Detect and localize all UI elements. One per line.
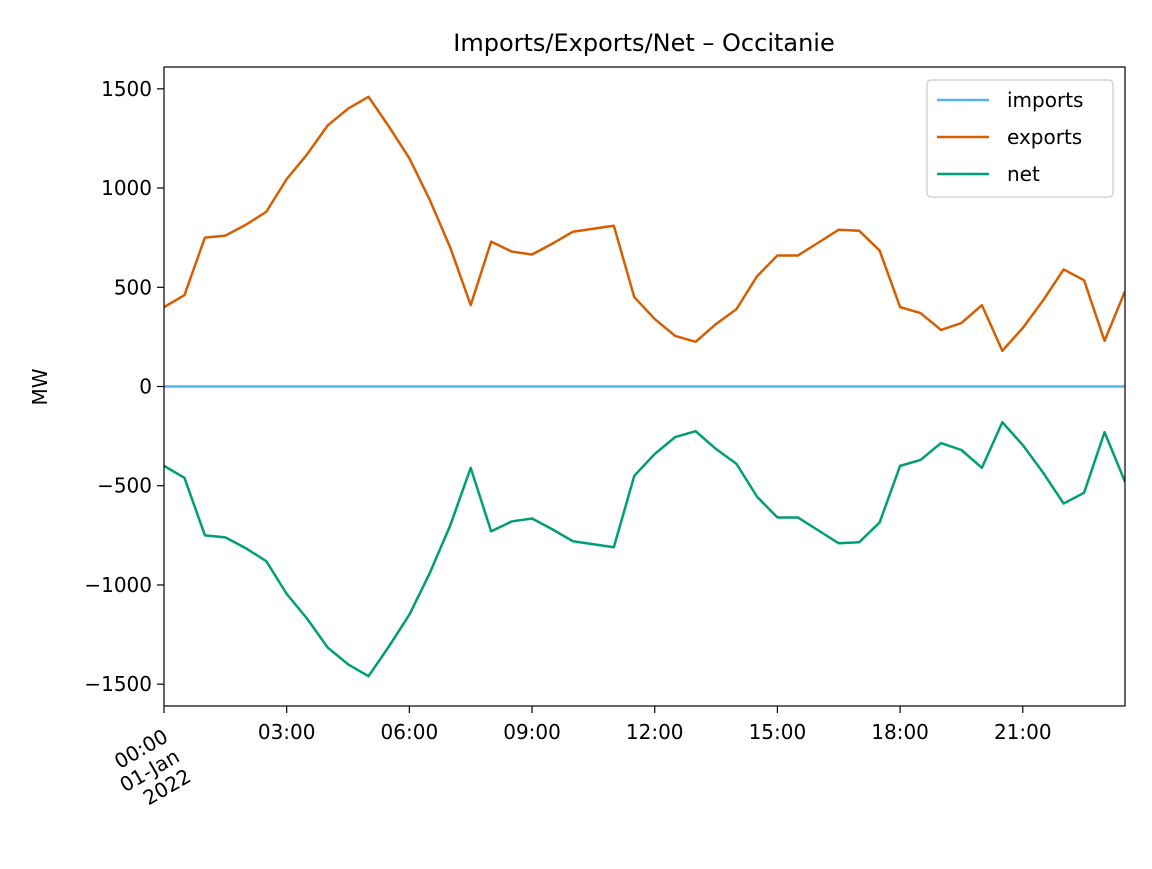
legend-label: imports <box>1007 88 1083 112</box>
y-axis-label: MW <box>28 368 52 405</box>
legend-item-net: net <box>937 162 1040 186</box>
y-tick-label: −1000 <box>84 573 152 597</box>
x-tick-label: 09:00 <box>503 720 561 744</box>
svg-text:00:0001-Jan2022: 00:0001-Jan2022 <box>104 724 195 817</box>
x-tick-label: 21:00 <box>994 720 1052 744</box>
legend-box <box>926 79 1114 198</box>
y-tick-label: 1000 <box>101 176 152 200</box>
plot-area <box>164 95 1125 678</box>
y-tick-label: 1500 <box>101 77 152 101</box>
x-tick-label: 18:00 <box>871 720 929 744</box>
x-tick-label: 15:00 <box>749 720 807 744</box>
legend-label: net <box>1007 162 1040 186</box>
y-tick-label: 500 <box>114 275 152 299</box>
legend-item-imports: imports <box>937 88 1083 112</box>
legend-item-exports: exports <box>937 125 1082 149</box>
chart-title: Imports/Exports/Net – Occitanie <box>453 29 835 57</box>
y-tick-label: −500 <box>97 474 152 498</box>
x-tick-label: 06:00 <box>381 720 439 744</box>
series-line-net <box>164 420 1125 678</box>
y-tick-label: −1500 <box>84 672 152 696</box>
y-tick-label: 0 <box>139 375 152 399</box>
x-tick-label: 12:00 <box>626 720 684 744</box>
y-axis-ticks: −1500 −1000 −500 0 500 1000 1500 <box>84 77 164 696</box>
legend: imports exports net <box>926 79 1114 198</box>
x-axis-ticks: 03:00 06:00 09:00 12:00 15:00 18:00 21:00 00:00… <box>104 706 1052 817</box>
series-line-exports <box>164 95 1125 353</box>
legend-label: exports <box>1007 125 1082 149</box>
x-tick-label: 03:00 <box>258 720 316 744</box>
x-tick-label-first: 00:0001-Jan2022 <box>104 724 195 817</box>
